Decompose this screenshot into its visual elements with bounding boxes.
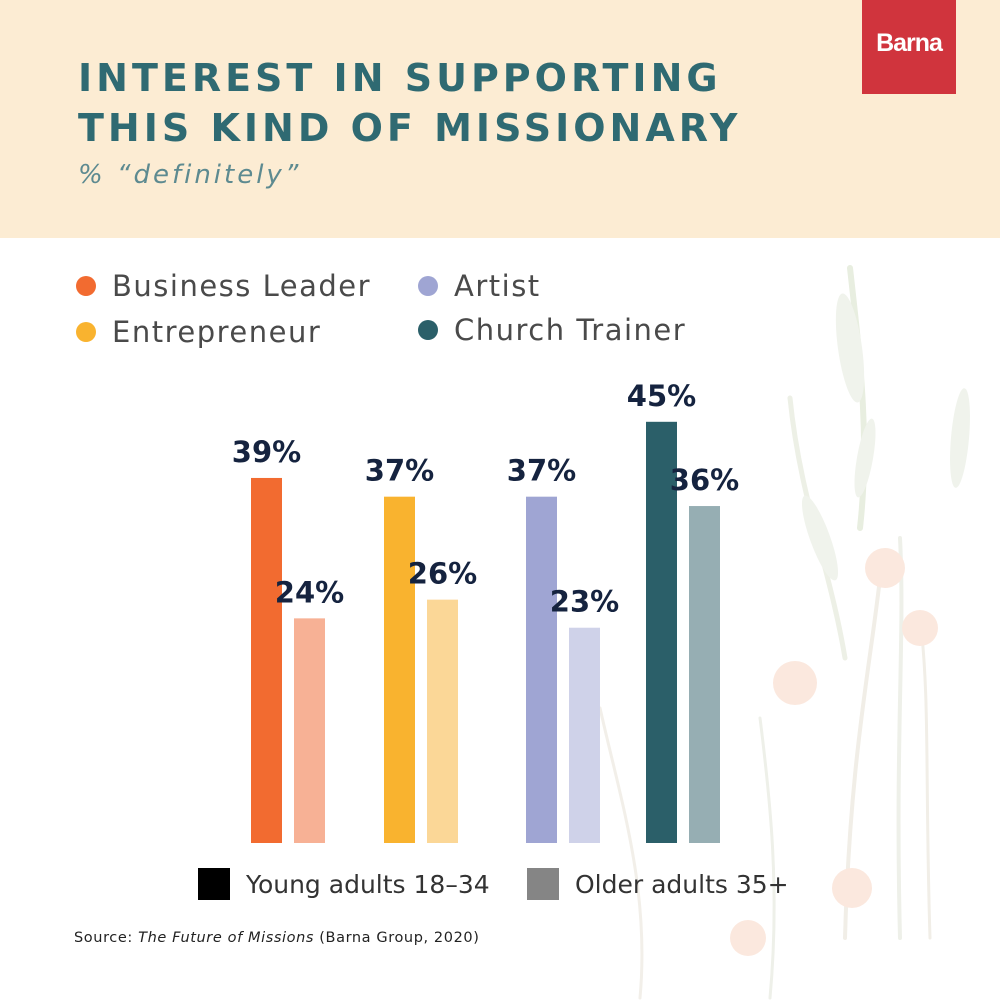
chart-title-line-1: INTEREST IN SUPPORTING — [78, 56, 722, 100]
bar-entrepreneur-older — [427, 599, 458, 843]
legend-swatch-icon — [527, 868, 559, 900]
chart-title-line-2: THIS KIND OF MISSIONARY — [78, 106, 742, 150]
legend-label: Entrepreneur — [112, 315, 322, 349]
bar-artist-older — [569, 627, 600, 843]
floral-background-decoration — [598, 265, 970, 1000]
legend-label: Artist — [454, 269, 541, 303]
legend-label: Older adults 35+ — [575, 869, 789, 899]
legend-business-leader: Business Leader — [76, 269, 371, 303]
chart-subtitle: % “definitely” — [78, 160, 302, 190]
source-title: The Future of Missions — [138, 930, 315, 946]
source-note: Source: The Future of Missions (Barna Gr… — [74, 930, 480, 946]
legend-label: Business Leader — [112, 269, 372, 303]
header-band — [0, 0, 1000, 238]
source-prefix: Source: — [74, 930, 139, 946]
bar-entrepreneur-young — [384, 496, 415, 843]
legend-dot-icon — [418, 320, 438, 340]
bar-artist-young — [526, 496, 557, 843]
data-label: 37% — [507, 454, 576, 488]
legend-church-trainer: Church Trainer — [418, 313, 686, 347]
bar-church-trainer-older — [689, 506, 720, 843]
legend-dot-icon — [76, 322, 96, 342]
legend-dot-icon — [418, 276, 438, 296]
data-label: 36% — [670, 463, 739, 497]
barna-logo: Barna — [862, 0, 956, 94]
legend-young-adults: Young adults 18–34 — [198, 868, 490, 900]
legend-entrepreneur: Entrepreneur — [76, 315, 321, 349]
data-label: 24% — [275, 575, 344, 609]
bar-business-leader-older — [294, 618, 325, 843]
data-label: 23% — [550, 585, 619, 619]
legend-label: Church Trainer — [454, 313, 687, 347]
bar-business-leader-young — [251, 477, 282, 843]
legend-artist: Artist — [418, 269, 541, 303]
legend-older-adults: Older adults 35+ — [527, 868, 789, 900]
data-label: 26% — [408, 557, 477, 591]
bar-church-trainer-young — [646, 421, 677, 843]
data-label: 37% — [365, 454, 434, 488]
data-label: 45% — [627, 379, 696, 413]
data-label: 39% — [232, 435, 301, 469]
legend-dot-icon — [76, 276, 96, 296]
legend-label: Young adults 18–34 — [246, 869, 490, 899]
legend-swatch-icon — [198, 868, 230, 900]
source-suffix: (Barna Group, 2020) — [314, 930, 480, 946]
